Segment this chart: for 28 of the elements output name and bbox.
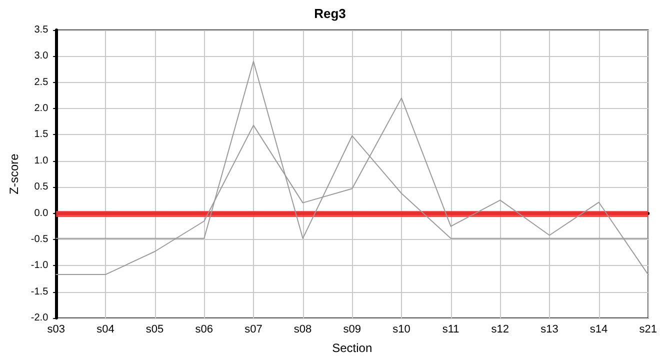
x-axis-title: Section <box>332 341 372 355</box>
x-tick-label: s12 <box>491 324 510 336</box>
x-tick-label: s08 <box>294 324 312 336</box>
x-tick-label: s05 <box>146 324 164 336</box>
y-tick-label: 2.5 <box>34 76 49 88</box>
chart-title: Reg3 <box>314 6 346 21</box>
x-tick-label: s10 <box>392 324 410 336</box>
x-tick-label: s14 <box>590 324 608 336</box>
y-tick-label: -1.5 <box>30 286 49 298</box>
y-tick-label: 2.0 <box>34 103 49 114</box>
y-tick-label: -2.0 <box>30 312 49 324</box>
y-tick-label: 1.5 <box>34 129 49 140</box>
y-tick-label: 0.0 <box>34 208 49 219</box>
y-tick-label: 1.0 <box>34 155 49 166</box>
x-tick-label: s03 <box>47 324 66 336</box>
x-tick-label: s06 <box>195 324 214 336</box>
x-tick-label: s09 <box>343 324 362 336</box>
y-tick-label: 3.5 <box>34 24 49 36</box>
x-tick-label: s13 <box>540 324 558 336</box>
x-tick-label: s11 <box>442 324 460 336</box>
x-tick-label: s07 <box>244 324 262 336</box>
y-tick-label: 3.0 <box>34 50 49 62</box>
x-tick-label: s21 <box>639 324 658 336</box>
y-tick-label: -0.5 <box>30 234 49 245</box>
y-tick-label: -1.0 <box>30 260 49 272</box>
y-axis-title: Z-score <box>7 153 21 194</box>
y-tick-label: 0.5 <box>34 182 49 193</box>
x-tick-label: s04 <box>96 324 114 336</box>
